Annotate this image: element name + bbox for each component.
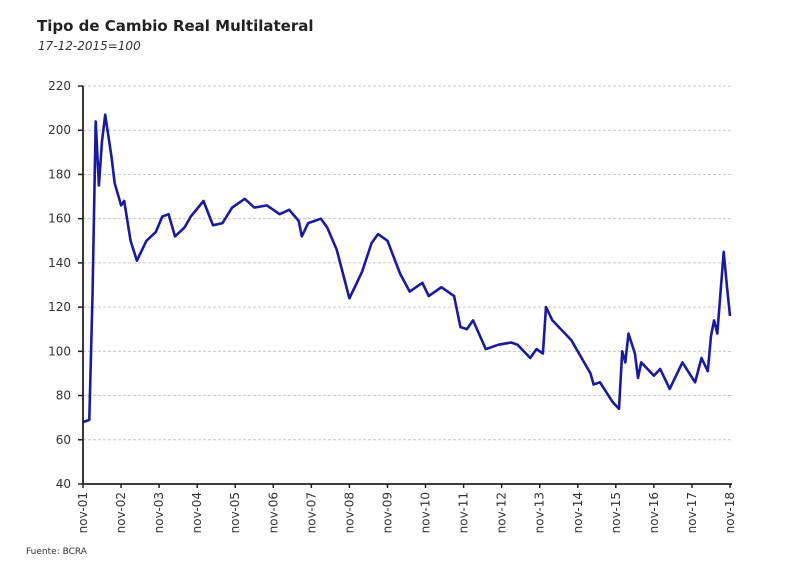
y-tick-label: 80	[56, 389, 71, 403]
y-tick-label: 40	[56, 477, 71, 491]
plot-area	[82, 113, 732, 424]
chart-subtitle: 17-12-2015=100	[38, 39, 141, 53]
gridlines	[83, 85, 732, 441]
x-tick-label: nov-16	[647, 492, 661, 533]
x-tick-label: nov-09	[380, 492, 394, 533]
series-line	[82, 113, 732, 424]
x-tick-label: nov-05	[228, 492, 242, 533]
y-tick-label: 160	[48, 212, 71, 226]
y-tick-label: 140	[48, 256, 71, 270]
y-axis: 40 60 80 100 120 140 160 180 200 220	[48, 79, 84, 491]
x-tick-label: nov-12	[495, 492, 509, 533]
y-tick-label: 220	[48, 79, 71, 93]
x-tick-label: nov-03	[152, 492, 166, 533]
source-note: Fuente: BCRA	[26, 547, 87, 557]
y-tick-label: 200	[48, 123, 71, 137]
y-tick-label: 60	[56, 433, 71, 447]
x-tick-label: nov-02	[114, 492, 128, 533]
x-tick-label: nov-08	[342, 492, 356, 533]
x-tick-label: nov-17	[685, 492, 699, 533]
x-axis: nov-01 nov-02 nov-03 nov-04 nov-05 nov-06 nov-…	[76, 483, 737, 533]
x-tick-label: nov-11	[457, 492, 471, 533]
y-tick-label: 120	[48, 300, 71, 314]
y-tick-label: 180	[48, 167, 71, 181]
x-tick-label: nov-13	[533, 492, 547, 533]
x-tick-label: nov-14	[571, 492, 585, 533]
y-tick-label: 100	[48, 344, 71, 358]
x-tick-label: nov-10	[419, 492, 433, 533]
x-tick-label: nov-15	[609, 492, 623, 533]
x-tick-label: nov-06	[266, 492, 280, 533]
x-tick-label: nov-18	[723, 492, 737, 533]
x-tick-label: nov-07	[304, 492, 318, 533]
x-tick-label: nov-04	[190, 492, 204, 533]
chart-title: Tipo de Cambio Real Multilateral	[37, 17, 314, 35]
x-tick-label: nov-01	[76, 492, 90, 533]
